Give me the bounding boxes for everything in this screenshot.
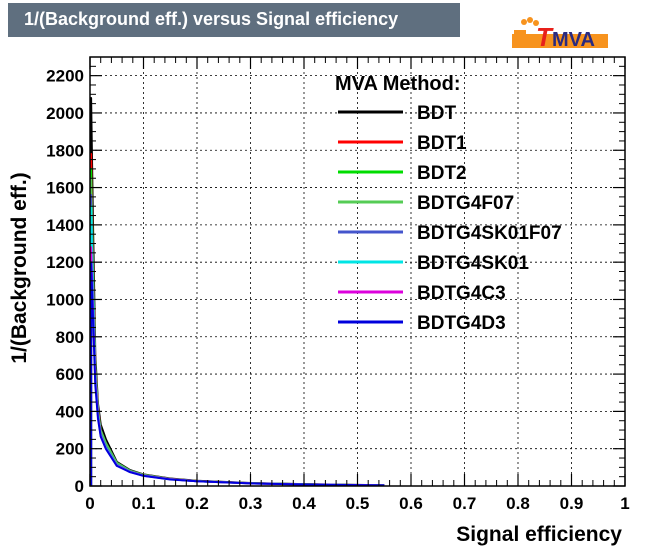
tmva-logo: T MVA: [512, 17, 608, 50]
y-tick-label: 1600: [46, 179, 84, 198]
x-tick-label: 0.6: [399, 494, 423, 513]
y-tick-label: 1200: [46, 253, 84, 272]
x-axis-title: Signal efficiency: [456, 523, 622, 546]
series-line-bdt1: [90, 153, 385, 487]
series-line-bdtg4f07: [90, 177, 385, 487]
plot-frame: [89, 56, 626, 487]
x-tick-label: 0.2: [185, 494, 209, 513]
series-line-bdtg4c3: [90, 246, 385, 487]
x-tick-label: 1: [620, 494, 629, 513]
x-tick-label: 0.8: [506, 494, 530, 513]
legend-label: BDTG4SK01: [417, 253, 529, 274]
y-tick-label: 600: [56, 365, 84, 384]
x-tick-label: 0: [85, 494, 94, 513]
legend-label: BDTG4C3: [417, 283, 506, 304]
y-tick-label: 200: [56, 440, 84, 459]
logo-dots-icon: [512, 17, 608, 48]
y-tick-label: 2000: [46, 104, 84, 123]
series-line-bdtg4d3: [90, 261, 385, 487]
series-line-bdtg4sk01f07: [90, 194, 385, 487]
legend-label: BDTG4F07: [417, 193, 514, 214]
y-tick-label: 0: [75, 477, 84, 496]
x-tick-label: 0.5: [346, 494, 370, 513]
y-tick-label: 2200: [46, 67, 84, 86]
logo-letters-mva: MVA: [552, 29, 595, 50]
y-axis-title: 1/(Background eff.): [8, 172, 31, 363]
grid: [90, 57, 625, 486]
y-tick-label: 1400: [46, 216, 84, 235]
y-tick-label: 800: [56, 328, 84, 347]
legend-label: BDT: [417, 103, 456, 124]
legend-title: MVA Method:: [335, 73, 461, 95]
series-line-bdtg4sk01: [90, 205, 385, 487]
x-tick-labels: 0 0.1 0.2 0.3 0.4 0.5 0.6 0.7 0.8 0.9 1: [85, 494, 629, 513]
legend-label: BDT2: [417, 163, 467, 184]
legend: MVA Method: BDT BDT1 BDT2 BDTG4F07 BDTG4SK01…: [335, 73, 562, 334]
x-tick-label: 0.7: [453, 494, 477, 513]
chart-title: 1/(Background eff.) versus Signal effici…: [8, 3, 460, 37]
legend-label: BDT1: [417, 133, 467, 154]
x-tick-label: 0.1: [132, 494, 156, 513]
x-tick-label: 0.3: [239, 494, 263, 513]
y-tick-label: 400: [56, 402, 84, 421]
x-tick-label: 0.9: [560, 494, 584, 513]
x-tick-label: 0.4: [292, 494, 316, 513]
y-tick-label: 1000: [46, 290, 84, 309]
axis-ticks: [89, 56, 626, 487]
y-tick-label: 1800: [46, 141, 84, 160]
series-line-bdt2: [90, 167, 385, 487]
logo-letter-t: T: [536, 22, 554, 50]
y-tick-labels: 0 200 400 600 800 1000 1200 1400 1600 1800 2000 220…: [46, 67, 84, 496]
legend-label: BDTG4SK01F07: [417, 223, 562, 244]
legend-label: BDTG4D3: [417, 313, 506, 334]
